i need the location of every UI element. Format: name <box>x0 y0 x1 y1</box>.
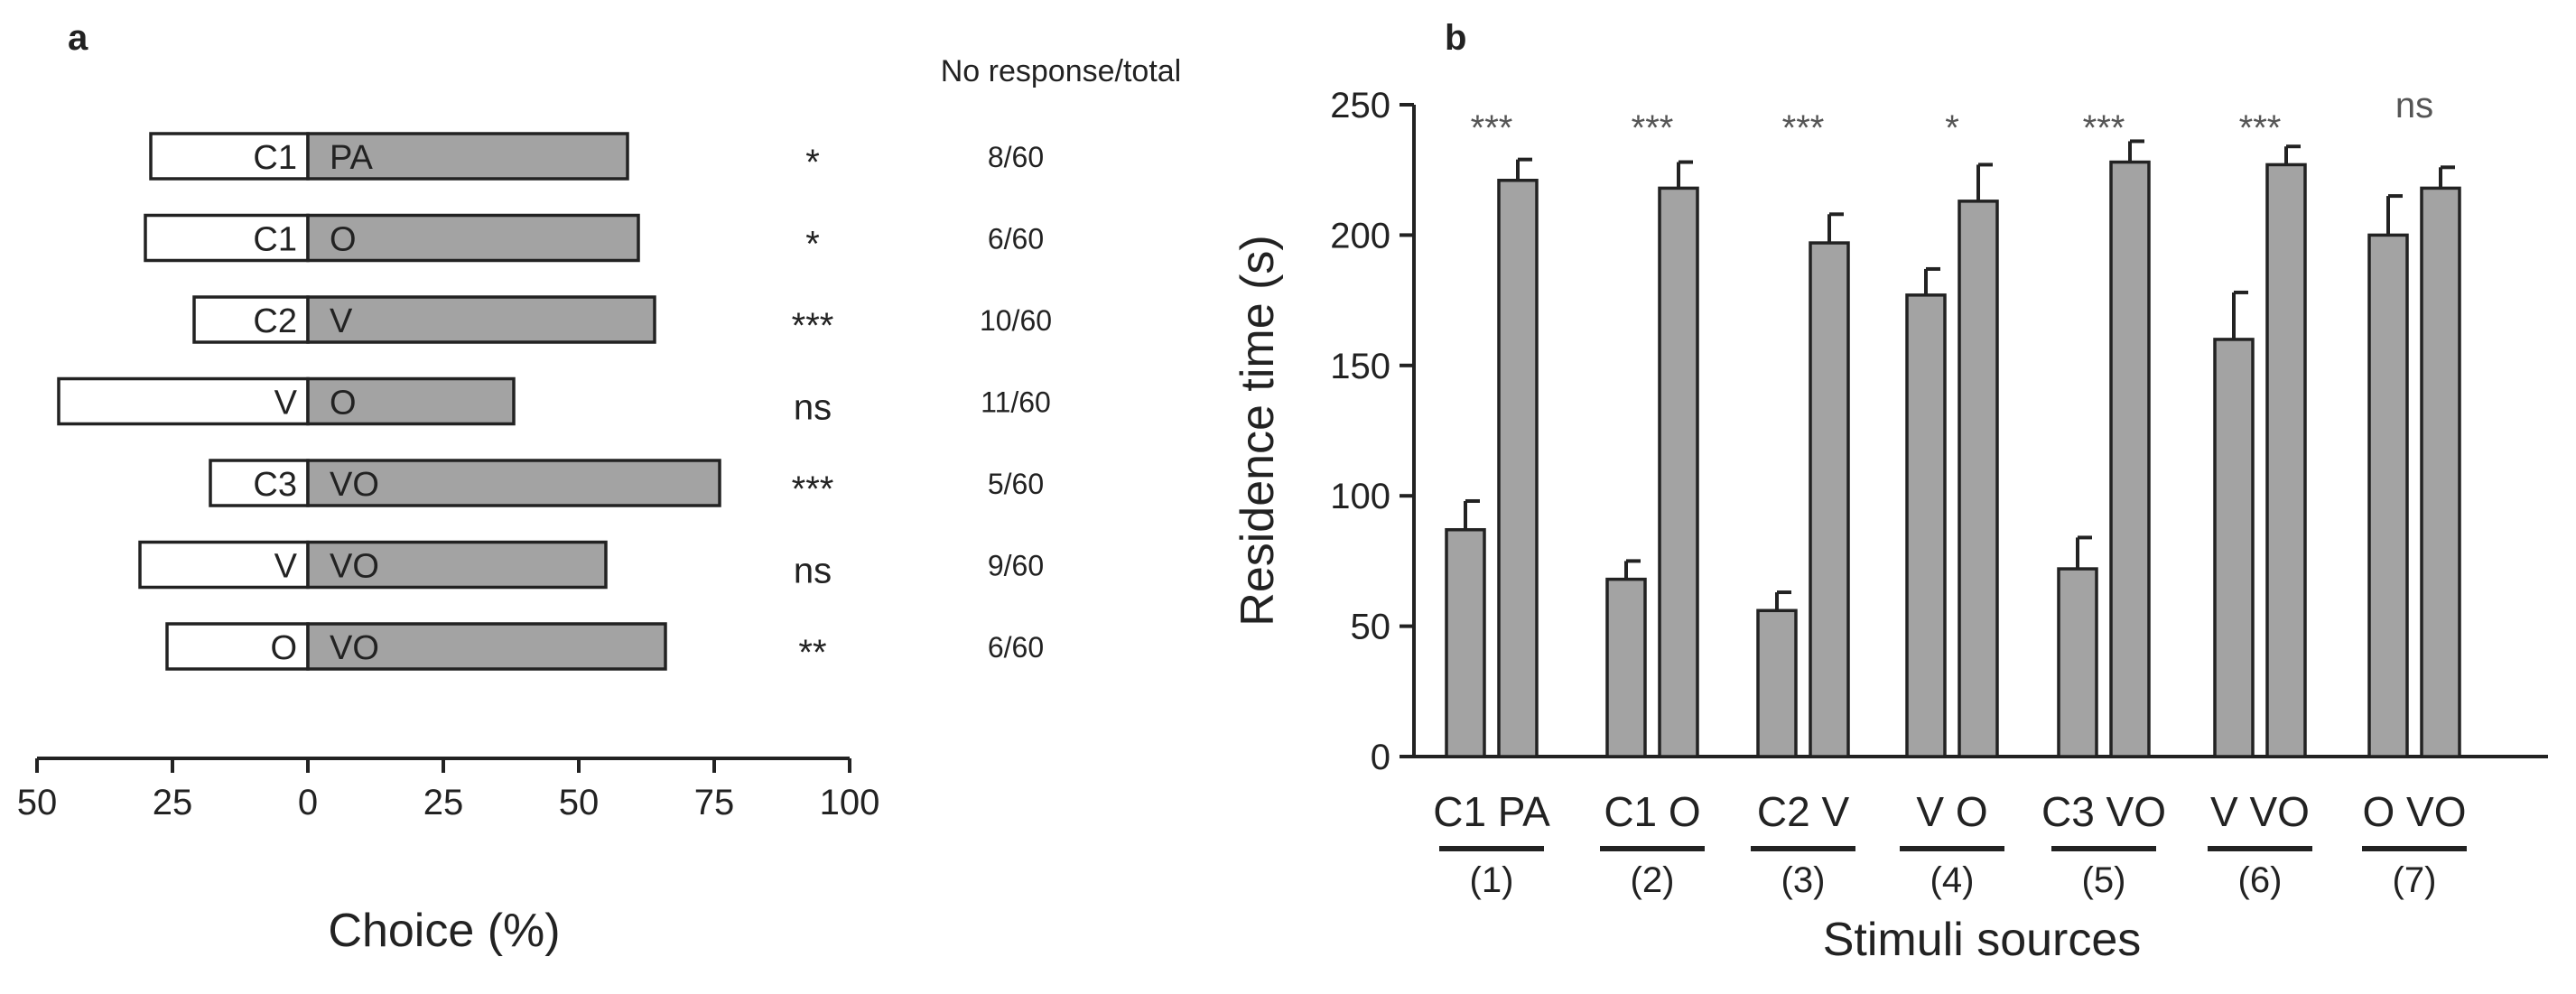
panel-b-letter: b <box>1445 18 1466 58</box>
x-tick-label-2: 25 <box>153 783 193 822</box>
bar-right-4 <box>306 376 516 426</box>
b-category-label-4: V O <box>1916 788 1987 835</box>
bar-left-1 <box>149 132 310 181</box>
bar-group6-left <box>2213 338 2255 758</box>
bar-left-4 <box>57 376 310 426</box>
y-tick-label-5: 200 <box>1330 216 1390 255</box>
bar-right-label-5: VO <box>330 466 379 504</box>
bar-left-label-6: V <box>274 548 298 586</box>
bar-right-label-3: V <box>330 302 353 340</box>
b-category-label-5: C3 VO <box>2041 788 2166 835</box>
b-group-label-1: (1) <box>1470 860 1514 900</box>
bar-right-label-1: PA <box>330 139 374 177</box>
significance-2: * <box>805 225 820 265</box>
significance-1: * <box>805 143 820 182</box>
b-significance-3: *** <box>1782 108 1825 148</box>
y-tick-label-4: 150 <box>1330 347 1390 386</box>
no-response-count-6: 9/60 <box>988 550 1044 582</box>
bar-left-2 <box>144 213 310 263</box>
bar-left-label-3: C2 <box>253 302 297 340</box>
bar-right-3 <box>306 295 656 344</box>
y-axis-title: Residence time (s) <box>1232 235 1284 626</box>
no-response-count-7: 6/60 <box>988 631 1044 664</box>
x-tick-label-6: 75 <box>694 783 735 822</box>
b-group-label-7: (7) <box>2393 860 2437 900</box>
bar-group6-right <box>2265 163 2307 758</box>
no-response-count-1: 8/60 <box>988 141 1044 173</box>
x-tick-label-7: 100 <box>820 783 880 822</box>
b-group-label-2: (2) <box>1631 860 1675 900</box>
b-category-label-3: C2 V <box>1757 788 1850 835</box>
bar-right-5 <box>306 459 721 507</box>
bar-group7-left <box>2367 233 2409 758</box>
b-significance-4: * <box>1945 108 1959 148</box>
bar-group5-left <box>2057 567 2098 758</box>
bar-group3-right <box>1809 241 1850 758</box>
b-category-label-1: C1 PA <box>1433 788 1550 835</box>
significance-5: *** <box>792 469 834 509</box>
bar-group5-right <box>2109 160 2151 758</box>
x-tick-label-3: 0 <box>298 783 318 822</box>
significance-4: ns <box>794 388 832 428</box>
bar-group4-right <box>1958 200 1999 758</box>
significance-3: *** <box>792 306 834 346</box>
b-x-axis-title: Stimuli sources <box>1823 914 2142 966</box>
no-response-header: No response/total <box>941 54 1182 88</box>
y-tick-label-1: 0 <box>1371 738 1390 777</box>
bar-left-label-2: C1 <box>253 221 297 259</box>
x-tick-label-4: 25 <box>423 783 464 822</box>
x-tick-label-5: 50 <box>559 783 600 822</box>
bar-left-label-5: C3 <box>253 466 297 504</box>
bar-right-label-6: VO <box>330 548 379 586</box>
no-response-count-3: 10/60 <box>980 304 1052 337</box>
b-group-label-3: (3) <box>1781 860 1826 900</box>
no-response-count-5: 5/60 <box>988 468 1044 500</box>
bar-left-label-4: V <box>274 385 298 423</box>
bar-group4-left <box>1905 293 1947 758</box>
significance-6: ns <box>794 552 832 591</box>
b-significance-1: *** <box>1471 108 1513 148</box>
bar-right-2 <box>306 213 640 263</box>
b-category-label-7: O VO <box>2362 788 2466 835</box>
b-group-label-5: (5) <box>2082 860 2126 900</box>
b-category-label-2: C1 O <box>1604 788 1700 835</box>
bar-right-label-7: VO <box>330 629 379 667</box>
b-significance-7: ns <box>2395 86 2433 125</box>
no-response-count-4: 11/60 <box>981 386 1051 419</box>
significance-7: ** <box>798 633 826 673</box>
bar-left-7 <box>165 622 310 671</box>
bar-right-6 <box>306 540 608 590</box>
panel-a-letter: a <box>68 18 88 58</box>
x-tick-label-1: 50 <box>17 783 58 822</box>
bar-right-1 <box>306 132 629 181</box>
bar-left-6 <box>138 540 310 590</box>
bar-right-label-4: O <box>330 385 357 423</box>
bar-left-label-7: O <box>270 629 297 667</box>
bar-group3-left <box>1756 608 1798 758</box>
b-significance-2: *** <box>1632 108 1674 148</box>
panel-b-chart: 0 50 100 150 200 250 Residence time (s) *** C1 P… <box>1232 86 2548 966</box>
bar-group2-right <box>1658 186 1699 758</box>
y-tick-label-6: 250 <box>1330 86 1390 125</box>
bar-right-7 <box>306 622 667 671</box>
b-significance-6: *** <box>2239 108 2282 148</box>
bar-group1-left <box>1445 527 1486 758</box>
bar-right-label-2: O <box>330 221 357 259</box>
bar-group2-left <box>1605 577 1647 758</box>
y-tick-label-2: 50 <box>1351 608 1391 647</box>
bar-group7-right <box>2420 186 2461 758</box>
x-axis-title: Choice (%) <box>328 905 560 957</box>
bar-group1-right <box>1497 179 1539 758</box>
bar-left-label-1: C1 <box>253 139 297 177</box>
b-group-label-6: (6) <box>2238 860 2283 900</box>
no-response-count-2: 6/60 <box>988 223 1044 255</box>
y-tick-label-3: 100 <box>1330 477 1390 516</box>
b-group-label-4: (4) <box>1930 860 1975 900</box>
b-category-label-6: V VO <box>2210 788 2310 835</box>
b-significance-5: *** <box>2083 108 2125 148</box>
